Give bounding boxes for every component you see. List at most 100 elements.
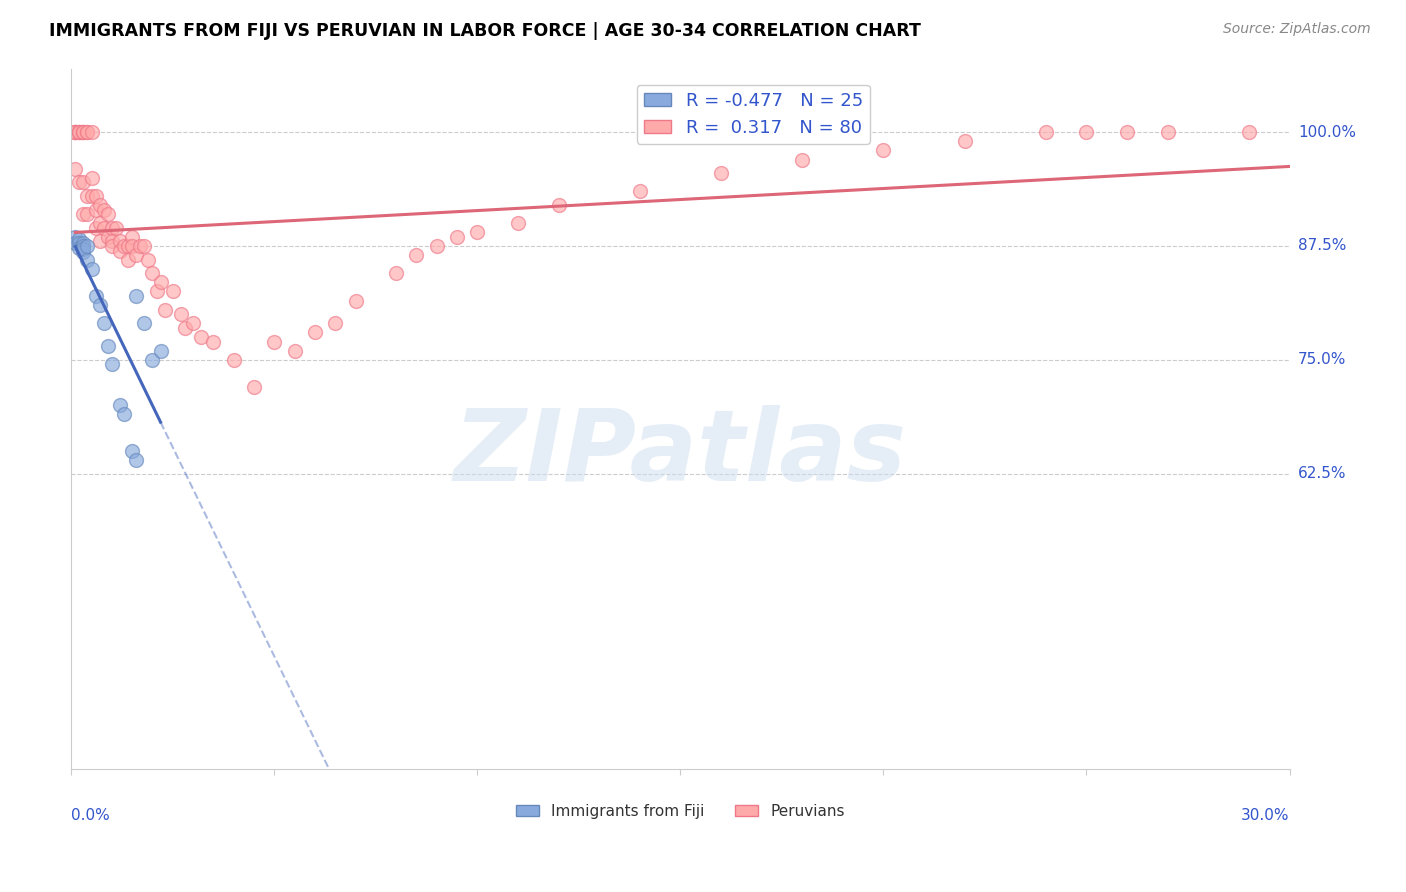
Point	[80, 189, 103, 203]
Point	[112, 408, 135, 422]
Point	[101, 357, 124, 371]
Point	[1076, 125, 1098, 139]
Point	[65, 230, 87, 244]
Point	[65, 125, 87, 139]
Point	[323, 317, 346, 331]
Point	[1237, 125, 1260, 139]
Point	[93, 202, 115, 217]
Text: 0.0%: 0.0%	[72, 808, 110, 822]
Point	[108, 235, 131, 249]
Point	[80, 170, 103, 185]
Point	[465, 225, 488, 239]
Text: IMMIGRANTS FROM FIJI VS PERUVIAN IN LABOR FORCE | AGE 30-34 CORRELATION CHART: IMMIGRANTS FROM FIJI VS PERUVIAN IN LABO…	[49, 22, 921, 40]
Point	[121, 239, 143, 253]
Point	[93, 317, 115, 331]
Point	[222, 352, 245, 367]
Point	[67, 125, 90, 139]
Point	[101, 239, 124, 253]
Point	[76, 125, 98, 139]
Point	[67, 125, 90, 139]
Point	[872, 144, 894, 158]
Point	[129, 239, 152, 253]
Point	[76, 207, 98, 221]
Point	[108, 244, 131, 258]
Point	[65, 125, 87, 139]
Point	[117, 252, 139, 267]
Point	[97, 230, 120, 244]
Point	[97, 339, 120, 353]
Point	[76, 189, 98, 203]
Point	[84, 220, 107, 235]
Point	[405, 248, 427, 262]
Point	[125, 453, 148, 467]
Point	[1116, 125, 1139, 139]
Point	[80, 261, 103, 276]
Point	[710, 166, 733, 180]
Point	[628, 185, 651, 199]
Point	[67, 241, 90, 255]
Point	[101, 220, 124, 235]
Point	[149, 276, 172, 290]
Point	[112, 239, 135, 253]
Point	[89, 298, 111, 312]
Point	[65, 161, 87, 176]
Point	[72, 125, 94, 139]
Text: 62.5%: 62.5%	[1298, 466, 1347, 481]
Point	[181, 317, 204, 331]
Point	[243, 380, 266, 394]
Point	[174, 321, 197, 335]
Point	[84, 189, 107, 203]
Point	[76, 252, 98, 267]
Point	[65, 125, 87, 139]
Point	[121, 230, 143, 244]
Point	[385, 266, 408, 280]
Point	[84, 289, 107, 303]
Text: 100.0%: 100.0%	[1298, 125, 1355, 140]
Point	[76, 125, 98, 139]
Point	[506, 216, 529, 230]
Point	[72, 125, 94, 139]
Point	[89, 235, 111, 249]
Point	[145, 285, 167, 299]
Point	[93, 220, 115, 235]
Point	[134, 239, 156, 253]
Point	[65, 125, 87, 139]
Point	[149, 343, 172, 358]
Point	[125, 289, 148, 303]
Point	[190, 330, 212, 344]
Point	[141, 266, 163, 280]
Point	[344, 293, 367, 308]
Text: ZIPatlas: ZIPatlas	[454, 406, 907, 502]
Text: 75.0%: 75.0%	[1298, 352, 1346, 368]
Point	[121, 443, 143, 458]
Point	[72, 245, 94, 260]
Legend: Immigrants from Fiji, Peruvians: Immigrants from Fiji, Peruvians	[510, 797, 851, 825]
Point	[446, 230, 468, 244]
Point	[153, 302, 176, 317]
Point	[108, 398, 131, 412]
Point	[426, 239, 449, 253]
Point	[67, 232, 90, 246]
Point	[138, 252, 160, 267]
Point	[125, 248, 148, 262]
Text: Source: ZipAtlas.com: Source: ZipAtlas.com	[1223, 22, 1371, 37]
Point	[953, 134, 976, 148]
Text: 30.0%: 30.0%	[1241, 808, 1289, 822]
Point	[72, 239, 94, 253]
Point	[284, 343, 307, 358]
Point	[67, 236, 90, 251]
Point	[170, 307, 193, 321]
Point	[117, 239, 139, 253]
Point	[162, 285, 184, 299]
Point	[72, 175, 94, 189]
Point	[141, 352, 163, 367]
Point	[101, 235, 124, 249]
Point	[80, 125, 103, 139]
Point	[72, 242, 94, 256]
Point	[547, 198, 569, 212]
Point	[72, 207, 94, 221]
Point	[792, 153, 814, 167]
Point	[134, 317, 156, 331]
Point	[1157, 125, 1180, 139]
Point	[72, 125, 94, 139]
